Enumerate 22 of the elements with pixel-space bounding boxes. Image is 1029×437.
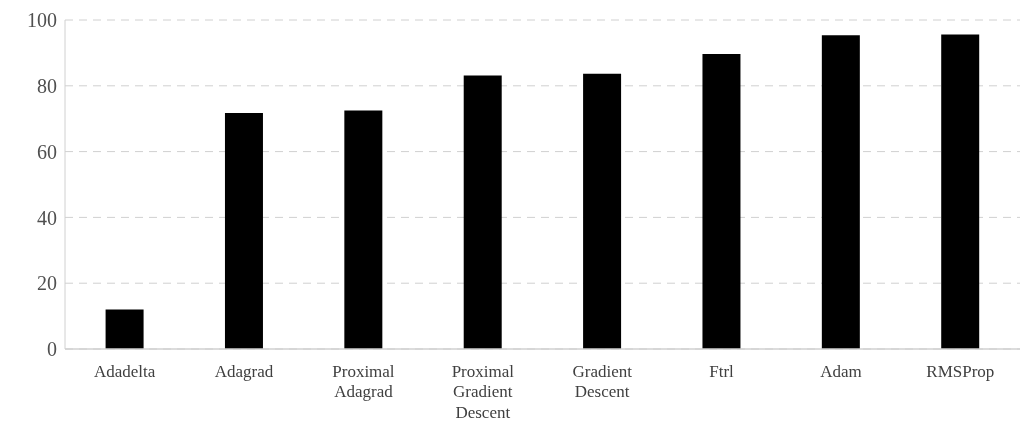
y-tick-label: 0 bbox=[47, 338, 57, 361]
x-tick-label: Proximal Gradient Descent bbox=[451, 362, 515, 422]
bar bbox=[105, 309, 144, 349]
bar bbox=[463, 75, 502, 349]
x-tick-label: Gradient Descent bbox=[572, 362, 633, 402]
y-tick-label: 40 bbox=[37, 206, 57, 229]
bar bbox=[224, 113, 263, 349]
y-tick-label: 20 bbox=[37, 272, 57, 295]
bar bbox=[941, 34, 980, 349]
x-tick-label: Adagrad bbox=[214, 362, 274, 382]
bar bbox=[583, 73, 622, 349]
x-tick-label: Adadelta bbox=[94, 362, 156, 382]
bar bbox=[702, 53, 741, 349]
bar bbox=[344, 110, 383, 349]
x-tick-label: Proximal Adagrad bbox=[332, 362, 395, 402]
y-tick-label: 80 bbox=[37, 74, 57, 97]
y-tick-label: 100 bbox=[27, 9, 57, 32]
x-tick-label: Ftrl bbox=[709, 362, 735, 382]
x-tick-label: Adam bbox=[820, 362, 862, 382]
x-tick-label: RMSProp bbox=[926, 362, 995, 382]
bar bbox=[821, 35, 860, 349]
y-tick-label: 60 bbox=[37, 140, 57, 163]
